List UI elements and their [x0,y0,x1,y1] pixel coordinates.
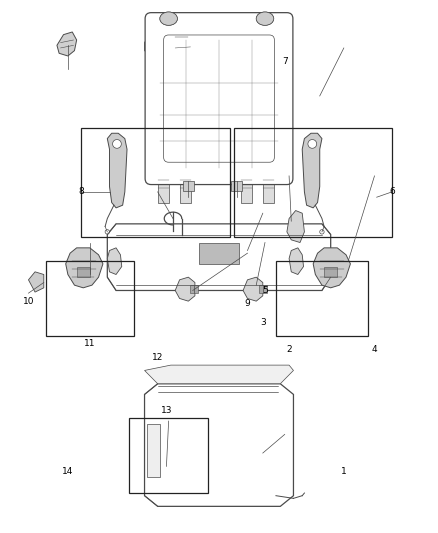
Polygon shape [57,32,77,56]
Text: 2: 2 [286,345,292,353]
Bar [147,424,160,477]
Text: 3: 3 [260,318,266,327]
Polygon shape [107,133,127,208]
Polygon shape [175,277,195,301]
Text: 10: 10 [23,297,34,305]
Bar [81,128,230,237]
Bar [199,243,239,264]
Bar [129,418,208,493]
Polygon shape [145,384,293,506]
Bar [194,285,198,293]
Circle shape [320,230,324,234]
Text: 11: 11 [84,340,95,348]
Text: 6: 6 [389,188,395,196]
Text: 1: 1 [341,467,347,476]
Bar [46,261,134,336]
Text: 14: 14 [62,467,74,476]
Polygon shape [287,211,304,243]
Text: 4: 4 [372,345,377,353]
Bar [324,266,337,277]
Bar [263,173,274,203]
Ellipse shape [256,12,274,25]
Polygon shape [302,133,322,208]
Bar [263,285,267,293]
Bar [190,285,194,293]
Polygon shape [243,277,263,301]
Bar [183,181,194,191]
Text: 13: 13 [161,406,172,415]
Bar [276,261,368,336]
Polygon shape [145,32,160,56]
Bar [77,266,90,277]
Text: 12: 12 [152,353,163,361]
Bar [180,173,191,203]
FancyBboxPatch shape [145,13,293,184]
Polygon shape [289,248,304,274]
Ellipse shape [160,12,177,25]
Polygon shape [313,248,350,288]
Bar [234,128,392,237]
Bar [231,181,242,191]
Circle shape [308,140,317,148]
Polygon shape [28,272,44,292]
Bar [158,173,169,203]
Text: 9: 9 [244,300,251,308]
Polygon shape [107,224,331,290]
Text: 7: 7 [282,57,288,66]
Circle shape [105,230,110,234]
Circle shape [113,140,121,148]
Polygon shape [145,365,293,384]
Polygon shape [107,248,122,274]
Text: 5: 5 [262,286,268,295]
Text: 8: 8 [78,188,84,196]
Polygon shape [169,29,195,64]
Polygon shape [66,248,103,288]
Bar [241,173,252,203]
Bar [258,285,263,293]
